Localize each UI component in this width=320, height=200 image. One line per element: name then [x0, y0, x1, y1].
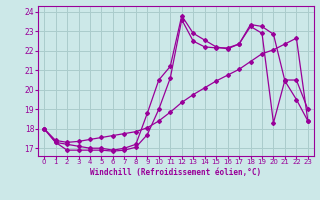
- X-axis label: Windchill (Refroidissement éolien,°C): Windchill (Refroidissement éolien,°C): [91, 168, 261, 177]
